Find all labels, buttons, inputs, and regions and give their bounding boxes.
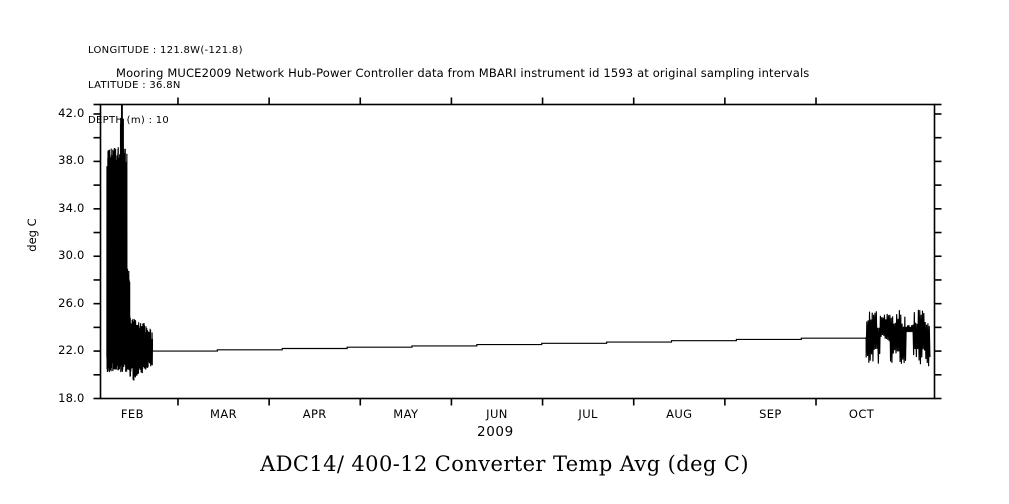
y-tick-label: 22.0: [58, 343, 85, 358]
x-tick-label: APR: [302, 406, 327, 421]
chart-subtitle: Mooring MUCE2009 Network Hub-Power Contr…: [116, 66, 810, 80]
x-tick-label: MAR: [210, 406, 238, 421]
x-tick-label: AUG: [666, 406, 693, 421]
data-series-line: [106, 104, 931, 381]
x-axis-title: 2009: [477, 424, 514, 440]
y-tick-label: 26.0: [58, 295, 85, 310]
x-tick-label: SEP: [759, 406, 782, 421]
x-tick-label: JUL: [578, 406, 598, 421]
latitude-text: LATITUDE : 36.8N: [88, 79, 181, 91]
x-tick-label: OCT: [848, 406, 875, 421]
x-tick-label: MAY: [393, 406, 419, 421]
y-tick-label: 30.0: [58, 248, 85, 263]
y-tick-label: 18.0: [58, 390, 85, 405]
y-tick-label: 34.0: [58, 200, 85, 215]
plot-frame: [99, 103, 936, 400]
station-metadata: LONGITUDE : 121.8W(-121.8) LATITUDE : 36…: [88, 22, 243, 150]
y-tick-label: 42.0: [58, 105, 85, 120]
longitude-text: LONGITUDE : 121.8W(-121.8): [88, 45, 243, 57]
x-tick-label: JUN: [486, 406, 508, 421]
chart-title: ADC14/ 400-12 Converter Temp Avg (deg C): [260, 452, 749, 476]
x-tick-label: FEB: [120, 406, 144, 421]
y-tick-label: 38.0: [58, 153, 85, 168]
depth-text: DEPTH (m) : 10: [88, 114, 170, 126]
